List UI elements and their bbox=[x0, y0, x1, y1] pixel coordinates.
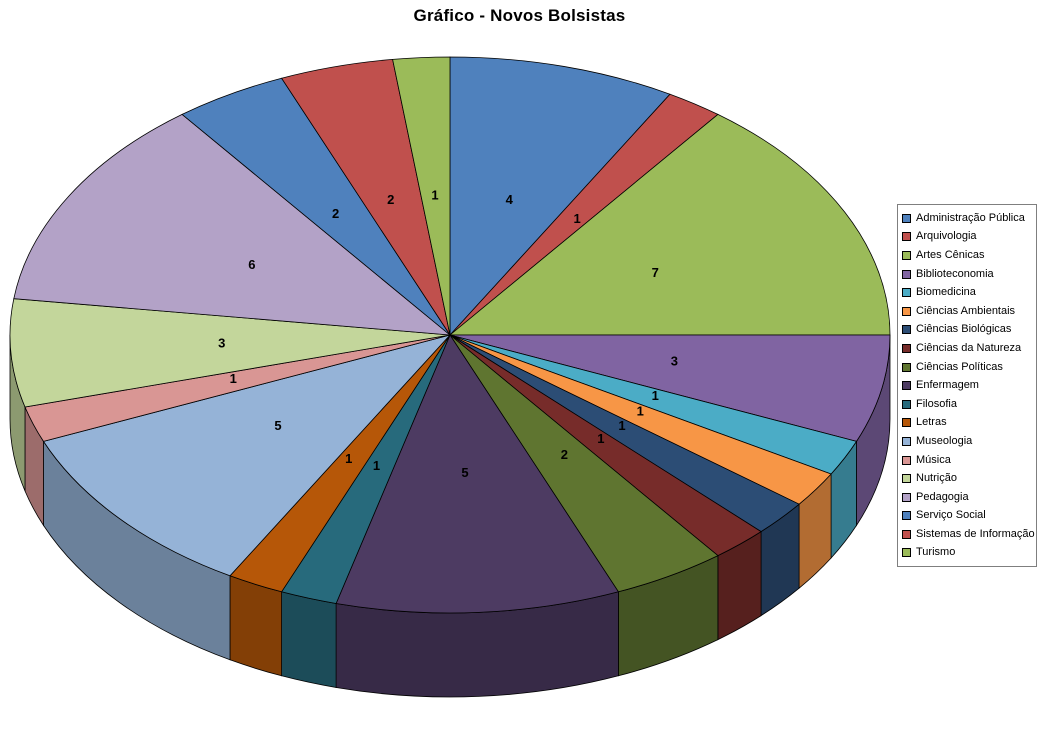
chart-title: Gráfico - Novos Bolsistas bbox=[413, 6, 626, 25]
legend-swatch-icon bbox=[902, 306, 911, 316]
legend-label: Enfermagem bbox=[916, 379, 979, 392]
legend-item-ciencias-biologicas: Ciências Biológicas bbox=[902, 321, 1034, 340]
slice-value-label-letras: 1 bbox=[345, 451, 352, 466]
legend-swatch-icon bbox=[902, 418, 911, 428]
legend-item-enfermagem: Enfermagem bbox=[902, 376, 1034, 395]
legend-item-musica: Música bbox=[902, 451, 1034, 470]
legend-label: Turismo bbox=[916, 546, 956, 559]
slice-value-label-biomedicina: 1 bbox=[652, 388, 659, 403]
legend: Administração Pública Arquivologia Artes C… bbox=[897, 204, 1037, 568]
slice-value-label-turismo: 1 bbox=[431, 188, 438, 203]
legend-item-sistemas-de-informacao: Sistemas de Informação bbox=[902, 525, 1035, 544]
legend-label: Museologia bbox=[916, 434, 973, 447]
legend-swatch-icon bbox=[902, 492, 911, 502]
legend-label: Ciências Políticas bbox=[916, 360, 1003, 373]
legend-swatch-icon bbox=[902, 250, 911, 260]
legend-label: Biomedicina bbox=[916, 286, 976, 299]
legend-swatch-icon bbox=[902, 325, 911, 335]
slice-value-label-filosofia: 1 bbox=[373, 458, 380, 473]
legend-label: Pedagogia bbox=[916, 490, 969, 503]
legend-item-servico-social: Serviço Social bbox=[902, 507, 1034, 526]
legend-item-letras: Letras bbox=[902, 414, 1034, 433]
legend-item-biblioteconomia: Biblioteconomia bbox=[902, 265, 1034, 284]
legend-swatch-icon bbox=[902, 343, 911, 353]
slice-value-label-ciencias-politicas: 2 bbox=[561, 447, 568, 462]
slice-value-label-administracao-publica: 4 bbox=[506, 192, 514, 207]
legend-label: Biblioteconomia bbox=[916, 267, 994, 280]
legend-item-museologia: Museologia bbox=[902, 432, 1034, 451]
pie-slice-artes-cenicas bbox=[448, 113, 891, 336]
pie-slice-biblioteconomia bbox=[449, 334, 891, 442]
slice-value-label-artes-cenicas: 7 bbox=[652, 265, 659, 280]
pie-slice-nutricao bbox=[9, 298, 451, 408]
legend-item-ciencias-ambientais: Ciências Ambientais bbox=[902, 302, 1034, 321]
slice-value-label-sistemas-de-informacao: 2 bbox=[387, 192, 394, 207]
legend-label: Administração Pública bbox=[916, 211, 1025, 224]
slice-value-label-arquivologia: 1 bbox=[573, 211, 580, 226]
legend-swatch-icon bbox=[902, 548, 911, 558]
legend-label: Artes Cênicas bbox=[916, 248, 985, 261]
slice-value-label-biblioteconomia: 3 bbox=[671, 354, 678, 369]
legend-label: Ciências Biológicas bbox=[916, 323, 1012, 336]
legend-label: Música bbox=[916, 453, 951, 466]
legend-label: Letras bbox=[916, 416, 947, 429]
legend-label: Sistemas de Informação bbox=[916, 527, 1035, 540]
pie-slice-enfermagem bbox=[335, 334, 620, 614]
legend-item-administracao-publica: Administração Pública bbox=[902, 209, 1034, 228]
legend-label: Ciências da Natureza bbox=[916, 341, 1022, 354]
pie-slice-side-filosofia bbox=[281, 591, 337, 688]
legend-item-turismo: Turismo bbox=[902, 544, 1034, 563]
slice-value-label-ciencias-ambientais: 1 bbox=[637, 404, 644, 419]
legend-item-pedagogia: Pedagogia bbox=[902, 488, 1034, 507]
legend-item-ciencias-politicas: Ciências Políticas bbox=[902, 358, 1034, 377]
legend-item-ciencias-da-natureza: Ciências da Natureza bbox=[902, 339, 1034, 358]
slice-value-label-ciencias-biologicas: 1 bbox=[618, 418, 625, 433]
slice-value-label-enfermagem: 5 bbox=[461, 465, 468, 480]
legend-swatch-icon bbox=[902, 436, 911, 446]
legend-item-arquivologia: Arquivologia bbox=[902, 228, 1034, 247]
legend-swatch-icon bbox=[902, 269, 911, 279]
pie-slice-museologia bbox=[42, 334, 452, 577]
legend-label: Ciências Ambientais bbox=[916, 304, 1016, 317]
legend-item-filosofia: Filosofia bbox=[902, 395, 1034, 414]
legend-swatch-icon bbox=[902, 455, 911, 465]
legend-swatch-icon bbox=[902, 529, 911, 539]
legend-label: Arquivologia bbox=[916, 230, 977, 243]
legend-item-biomedicina: Biomedicina bbox=[902, 283, 1034, 302]
legend-swatch-icon bbox=[902, 511, 911, 521]
legend-swatch-icon bbox=[902, 381, 911, 391]
legend-swatch-icon bbox=[902, 399, 911, 409]
legend-item-nutricao: Nutrição bbox=[902, 469, 1034, 488]
legend-label: Filosofia bbox=[916, 397, 957, 410]
legend-label: Nutrição bbox=[916, 472, 957, 485]
pie-slice-administracao-publica bbox=[449, 56, 671, 337]
slice-value-label-ciencias-da-natureza: 1 bbox=[597, 431, 604, 446]
legend-swatch-icon bbox=[902, 213, 911, 223]
slice-value-label-musica: 1 bbox=[230, 371, 237, 386]
legend-swatch-icon bbox=[902, 232, 911, 242]
slice-value-label-pedagogia: 6 bbox=[248, 257, 255, 272]
legend-swatch-icon bbox=[902, 362, 911, 372]
legend-item-artes-cenicas: Artes Cênicas bbox=[902, 246, 1034, 265]
legend-swatch-icon bbox=[902, 288, 911, 298]
legend-swatch-icon bbox=[902, 474, 911, 484]
pie-slice-side-letras bbox=[229, 575, 282, 677]
pie-slice-turismo bbox=[392, 56, 451, 336]
slice-value-label-museologia: 5 bbox=[274, 418, 281, 433]
legend-label: Serviço Social bbox=[916, 509, 986, 522]
pie-slice-pedagogia bbox=[13, 113, 452, 336]
slice-value-label-nutricao: 3 bbox=[218, 336, 225, 351]
slice-value-label-servico-social: 2 bbox=[332, 206, 339, 221]
